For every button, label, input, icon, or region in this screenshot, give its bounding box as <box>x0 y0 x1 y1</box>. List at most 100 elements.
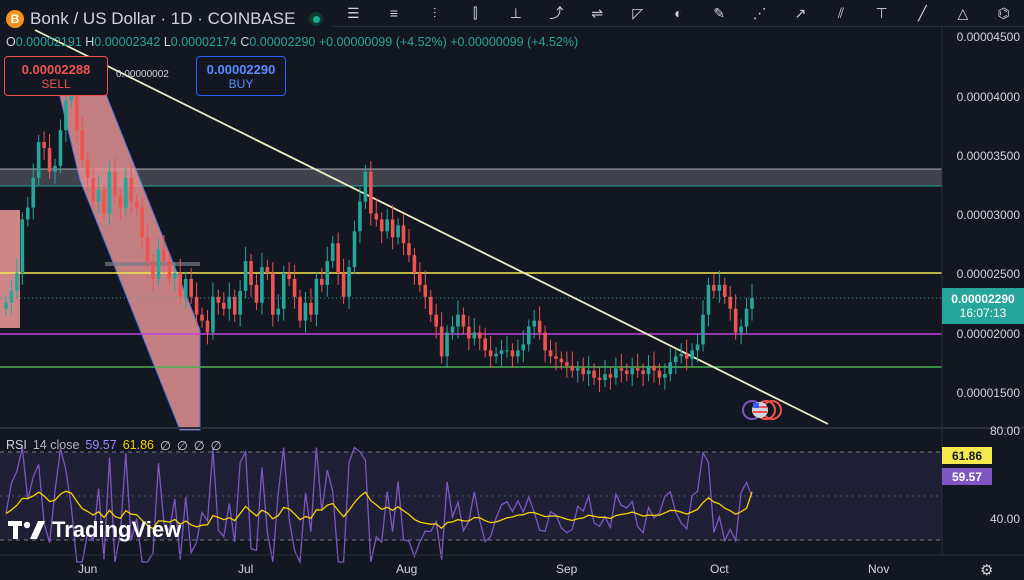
symbol-header[interactable]: B Bonk / US Dollar · 1D · COINBASE <box>6 8 324 30</box>
candle <box>548 350 553 357</box>
xabcd-icon[interactable]: △ <box>957 4 969 21</box>
candle <box>401 225 406 244</box>
candles-icon[interactable]: ⫿ <box>472 4 478 21</box>
candle <box>608 374 613 378</box>
buy-price: 0.00002290 <box>206 61 276 77</box>
candle <box>20 219 25 273</box>
time-tick: Aug <box>396 562 418 576</box>
pattern-icon[interactable]: ⋰ <box>752 4 767 21</box>
path-icon[interactable]: ⤴ <box>549 5 564 21</box>
ohlc-o-label: O <box>6 35 16 49</box>
rsi-label: RSI <box>6 438 27 452</box>
descending-trendline[interactable] <box>34 29 829 425</box>
candle <box>592 370 596 378</box>
candle <box>129 177 134 202</box>
candle <box>701 314 705 345</box>
tradingview-logo[interactable]: TradingView <box>8 517 181 543</box>
rsi-ma-line <box>5 490 753 530</box>
descending-channel[interactable] <box>57 87 201 431</box>
brush-icon[interactable]: ✎ <box>713 4 725 21</box>
ohlc-o-value: 0.00002191 <box>15 35 82 49</box>
candle <box>390 219 395 238</box>
sell-button[interactable]: 0.00002288 SELL <box>4 56 108 96</box>
candle <box>412 255 417 273</box>
candle <box>80 130 85 160</box>
brand-name: TradingView <box>52 517 182 542</box>
rsi-legend[interactable]: RSI 14 close 59.57 61.86 ∅ ∅ ∅ ∅ <box>6 438 222 453</box>
anchored-vwap-icon[interactable]: ⊤ <box>875 4 888 21</box>
bar-countdown: 16:07:13 <box>959 306 1007 320</box>
candle <box>673 356 678 363</box>
candle <box>173 273 177 279</box>
candle <box>586 370 591 375</box>
candle <box>227 296 232 309</box>
candle <box>118 195 123 208</box>
candle <box>336 243 340 273</box>
time-tick: Jun <box>78 562 98 576</box>
economic-events-badge[interactable] <box>742 400 782 420</box>
channel-icon[interactable]: ⫽ <box>837 4 845 21</box>
candle <box>565 362 569 366</box>
candle <box>434 314 438 327</box>
candle <box>499 350 504 354</box>
candle <box>243 261 248 291</box>
candle <box>690 350 694 359</box>
candle <box>396 225 400 238</box>
candle <box>347 267 351 297</box>
candle <box>200 314 204 321</box>
candle <box>58 130 63 166</box>
candle <box>619 368 624 371</box>
time-tick: Sep <box>556 562 578 576</box>
candle <box>265 267 270 273</box>
candle <box>739 326 743 333</box>
candle <box>428 296 433 315</box>
price-tick: 0.00002000 <box>956 327 1020 341</box>
candle <box>314 278 319 315</box>
symbol-title[interactable]: Bonk / US Dollar · 1D · COINBASE <box>30 9 296 28</box>
candle <box>505 350 509 352</box>
buy-button[interactable]: 0.00002290 BUY <box>196 56 286 96</box>
candle <box>102 189 106 214</box>
extended-line-icon[interactable]: ╱ <box>918 4 927 21</box>
candle <box>222 302 226 309</box>
settings-gear-icon[interactable]: ⚙ <box>980 562 994 579</box>
candle <box>374 213 379 220</box>
candle <box>635 368 640 371</box>
elliott-icon[interactable]: ⌬ <box>997 4 1010 21</box>
horizontal-lines-icon[interactable]: ≡ <box>389 5 399 21</box>
candle <box>423 284 428 297</box>
pitchfork-icon[interactable]: ⊥ <box>509 4 522 21</box>
arrow-icon[interactable]: ↗ <box>794 4 807 21</box>
fib-icon[interactable]: ⫶ <box>432 4 437 21</box>
price-tick: 0.00004000 <box>956 90 1020 104</box>
candle <box>15 273 19 291</box>
resistance-zone[interactable] <box>0 169 942 186</box>
shapes-icon[interactable]: ◐ <box>674 5 683 21</box>
candle <box>249 261 253 285</box>
candle <box>271 273 275 315</box>
measure-icon[interactable]: ⇌ <box>591 4 604 21</box>
cursor-lines-icon[interactable]: ☰ <box>347 4 360 21</box>
candle <box>744 308 749 327</box>
rsi-value: 59.57 <box>85 438 117 452</box>
candle <box>733 308 738 333</box>
candle <box>320 278 324 285</box>
candle <box>42 142 46 149</box>
sell-price: 0.00002288 <box>21 61 91 77</box>
candle <box>521 344 526 351</box>
candle <box>292 278 297 297</box>
rsi-value-tag: 59.57 <box>942 468 992 485</box>
price-tick: 0.00001500 <box>956 386 1020 400</box>
candle <box>151 261 155 279</box>
candle <box>543 332 547 351</box>
projection-icon[interactable]: ◸ <box>632 4 644 21</box>
candle <box>25 207 30 220</box>
rsi-ma-tag: 61.86 <box>942 447 992 464</box>
candle <box>597 377 602 381</box>
candle <box>630 368 635 375</box>
time-tick: Jul <box>238 562 254 576</box>
candle <box>162 249 166 262</box>
candle <box>211 296 215 333</box>
candle <box>107 171 112 214</box>
